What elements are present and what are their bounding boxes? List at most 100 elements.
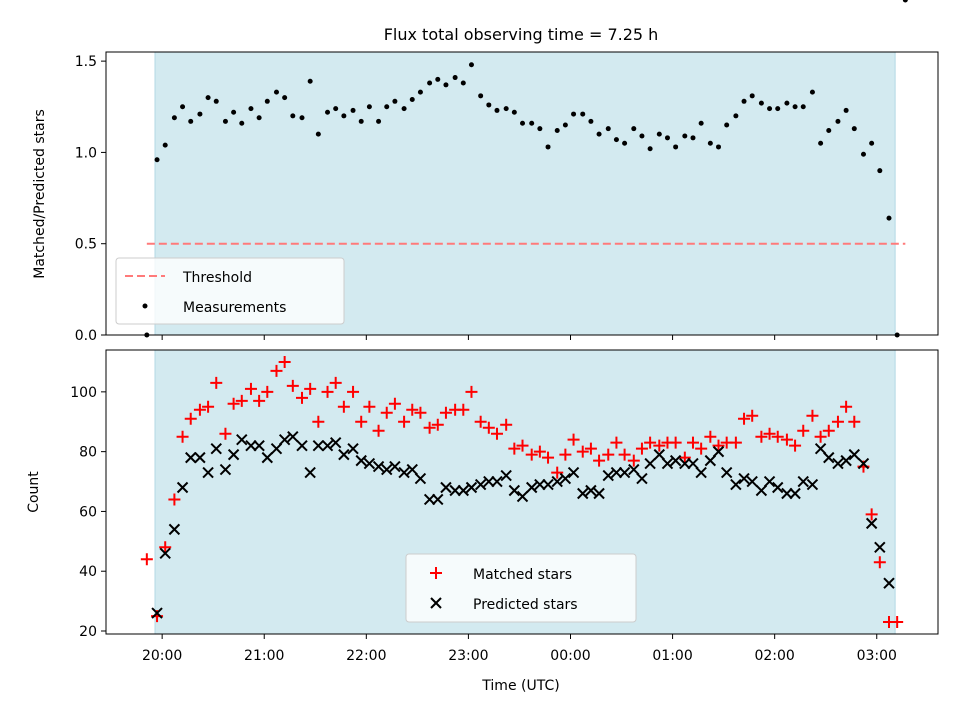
measurement-point — [631, 126, 637, 132]
measurement-point — [511, 109, 517, 115]
measurement-point — [503, 106, 509, 112]
legend-matched-label: Matched stars — [473, 567, 572, 583]
measurement-point — [256, 115, 262, 121]
measurement-point — [792, 104, 798, 110]
measurement-point — [180, 104, 186, 110]
matched-star-markers — [141, 356, 904, 629]
predicted-star-marker — [338, 448, 350, 461]
measurement-point — [596, 131, 602, 137]
matched-star-marker — [406, 403, 419, 416]
measurement-point — [554, 128, 560, 134]
measurement-point — [784, 100, 790, 106]
measurement-point — [315, 131, 321, 137]
x-tick-label: 20:00 — [142, 648, 182, 664]
predicted-star-marker — [763, 475, 776, 488]
measurement-point — [800, 104, 806, 110]
matched-star-marker — [738, 412, 751, 425]
measurement-point — [851, 126, 857, 132]
predicted-star-marker — [432, 493, 444, 506]
measurement-point — [741, 98, 747, 104]
measurement-point — [707, 140, 713, 146]
measurement-point — [435, 76, 441, 82]
matched-star-marker — [431, 418, 444, 431]
matched-star-marker — [848, 415, 861, 428]
predicted-star-marker — [491, 475, 503, 488]
predicted-star-marker — [483, 475, 495, 488]
measurement-points — [144, 0, 908, 338]
predicted-star-marker — [372, 460, 385, 473]
matched-star-marker — [712, 439, 725, 452]
predicted-star-marker — [669, 454, 682, 467]
predicted-star-marker — [865, 517, 878, 530]
matched-star-marker — [347, 385, 360, 398]
y-tick-label: 40 — [79, 564, 97, 580]
measurement-point — [273, 89, 279, 95]
matched-star-marker — [270, 364, 283, 377]
measurement-point — [733, 113, 739, 119]
y-tick-label: 0.5 — [75, 237, 97, 253]
measurement-point — [264, 98, 270, 104]
matched-star-marker — [584, 442, 597, 455]
matched-star-marker — [755, 430, 768, 443]
matched-star-marker — [653, 439, 666, 452]
measurement-point — [188, 118, 194, 124]
matched-star-marker — [551, 466, 564, 479]
matched-star-marker — [500, 418, 513, 431]
x-tick-label: 02:00 — [754, 648, 794, 664]
matched-star-marker — [516, 439, 529, 452]
measurement-point — [682, 133, 688, 139]
predicted-star-marker — [789, 487, 801, 500]
y-tick-label: 0.0 — [75, 328, 97, 344]
predicted-star-marker — [381, 463, 393, 476]
measurement-point — [698, 120, 704, 126]
measurement-point — [205, 95, 211, 101]
legend-predicted-swatch — [430, 597, 442, 609]
predicted-star-marker — [806, 478, 819, 491]
matched-star-marker — [372, 424, 385, 437]
predicted-star-marker — [593, 487, 605, 500]
measurement-point — [366, 104, 372, 110]
y-tick-label: 80 — [79, 445, 97, 461]
matched-star-marker — [355, 415, 368, 428]
y-tick-label: 60 — [79, 504, 97, 520]
matched-star-marker — [797, 424, 810, 437]
predicted-star-markers — [151, 432, 895, 619]
measurement-point — [486, 102, 492, 108]
matched-star-marker — [840, 400, 853, 413]
matched-star-marker — [704, 430, 717, 443]
measurement-point — [452, 75, 458, 81]
x-tick-label: 03:00 — [857, 648, 897, 664]
matched-star-marker — [695, 442, 708, 455]
matched-star-marker — [482, 421, 495, 434]
predicted-star-marker — [474, 478, 487, 491]
matched-star-marker — [414, 406, 427, 419]
predicted-star-marker — [176, 481, 189, 494]
predicted-star-marker — [151, 607, 163, 619]
predicted-star-marker — [185, 451, 197, 464]
measurement-point — [350, 107, 356, 113]
matched-star-marker — [602, 448, 615, 461]
matched-star-marker — [533, 445, 546, 458]
predicted-star-marker — [500, 469, 512, 482]
bottom-y-axis: 20 40 60 80 100 — [70, 385, 106, 640]
y-tick-label: 1.5 — [75, 54, 97, 70]
measurement-point — [869, 140, 875, 146]
x-tick-label: 23:00 — [448, 648, 488, 664]
measurement-point — [613, 137, 619, 143]
measurement-point — [376, 118, 382, 124]
predicted-star-marker — [261, 451, 274, 464]
predicted-star-marker — [559, 472, 572, 485]
matched-star-marker — [159, 541, 172, 554]
matched-star-marker — [508, 442, 521, 455]
predicted-star-marker — [457, 484, 470, 497]
matched-star-marker — [644, 436, 657, 449]
matched-star-marker — [363, 400, 376, 413]
matched-star-marker — [244, 382, 257, 395]
measurement-point — [154, 157, 160, 163]
measurement-point — [478, 93, 484, 99]
matched-star-marker — [219, 427, 232, 440]
predicted-star-marker — [695, 466, 707, 479]
predicted-star-marker — [823, 451, 835, 464]
predicted-star-marker — [567, 466, 580, 479]
measurement-point — [401, 106, 407, 112]
